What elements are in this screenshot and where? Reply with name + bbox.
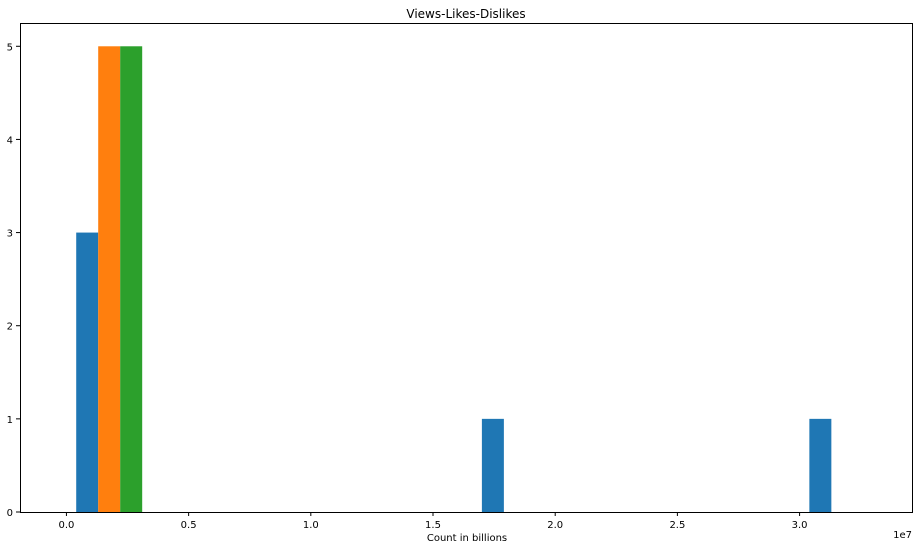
x-tick-label: 1.5 bbox=[425, 520, 441, 531]
y-tick-label: 4 bbox=[7, 135, 13, 146]
bar-series0-0 bbox=[76, 232, 99, 513]
x-tick-label: 0.0 bbox=[58, 520, 74, 531]
y-tick-label: 1 bbox=[7, 415, 13, 426]
bar-series2-0 bbox=[120, 46, 143, 513]
bar-series1-0 bbox=[98, 46, 121, 513]
x-tick-label: 0.5 bbox=[181, 520, 197, 531]
y-tick-label: 2 bbox=[7, 322, 13, 333]
x-tick-label: 2.5 bbox=[669, 520, 685, 531]
x-tick-label: 3.0 bbox=[792, 520, 808, 531]
x-tick-label: 2.0 bbox=[547, 520, 563, 531]
y-tick-label: 5 bbox=[7, 42, 13, 53]
bar-series0-2 bbox=[809, 418, 832, 512]
bars-group bbox=[76, 46, 832, 513]
chart-title: Views-Likes-Dislikes bbox=[406, 7, 525, 21]
x-axis-ticks: 0.0 0.5 1.0 1.5 2.0 2.5 3.0 bbox=[58, 512, 808, 531]
x-axis-offset-label: 1e7 bbox=[893, 530, 912, 541]
x-axis-label: Count in billions bbox=[427, 533, 507, 544]
x-tick-label: 1.0 bbox=[303, 520, 319, 531]
y-tick-label: 3 bbox=[7, 229, 13, 240]
y-tick-label: 0 bbox=[7, 508, 13, 519]
y-axis-ticks: 0 1 2 3 4 5 bbox=[7, 42, 20, 519]
plot-frame bbox=[20, 23, 913, 513]
bar-series0-1 bbox=[481, 418, 504, 512]
